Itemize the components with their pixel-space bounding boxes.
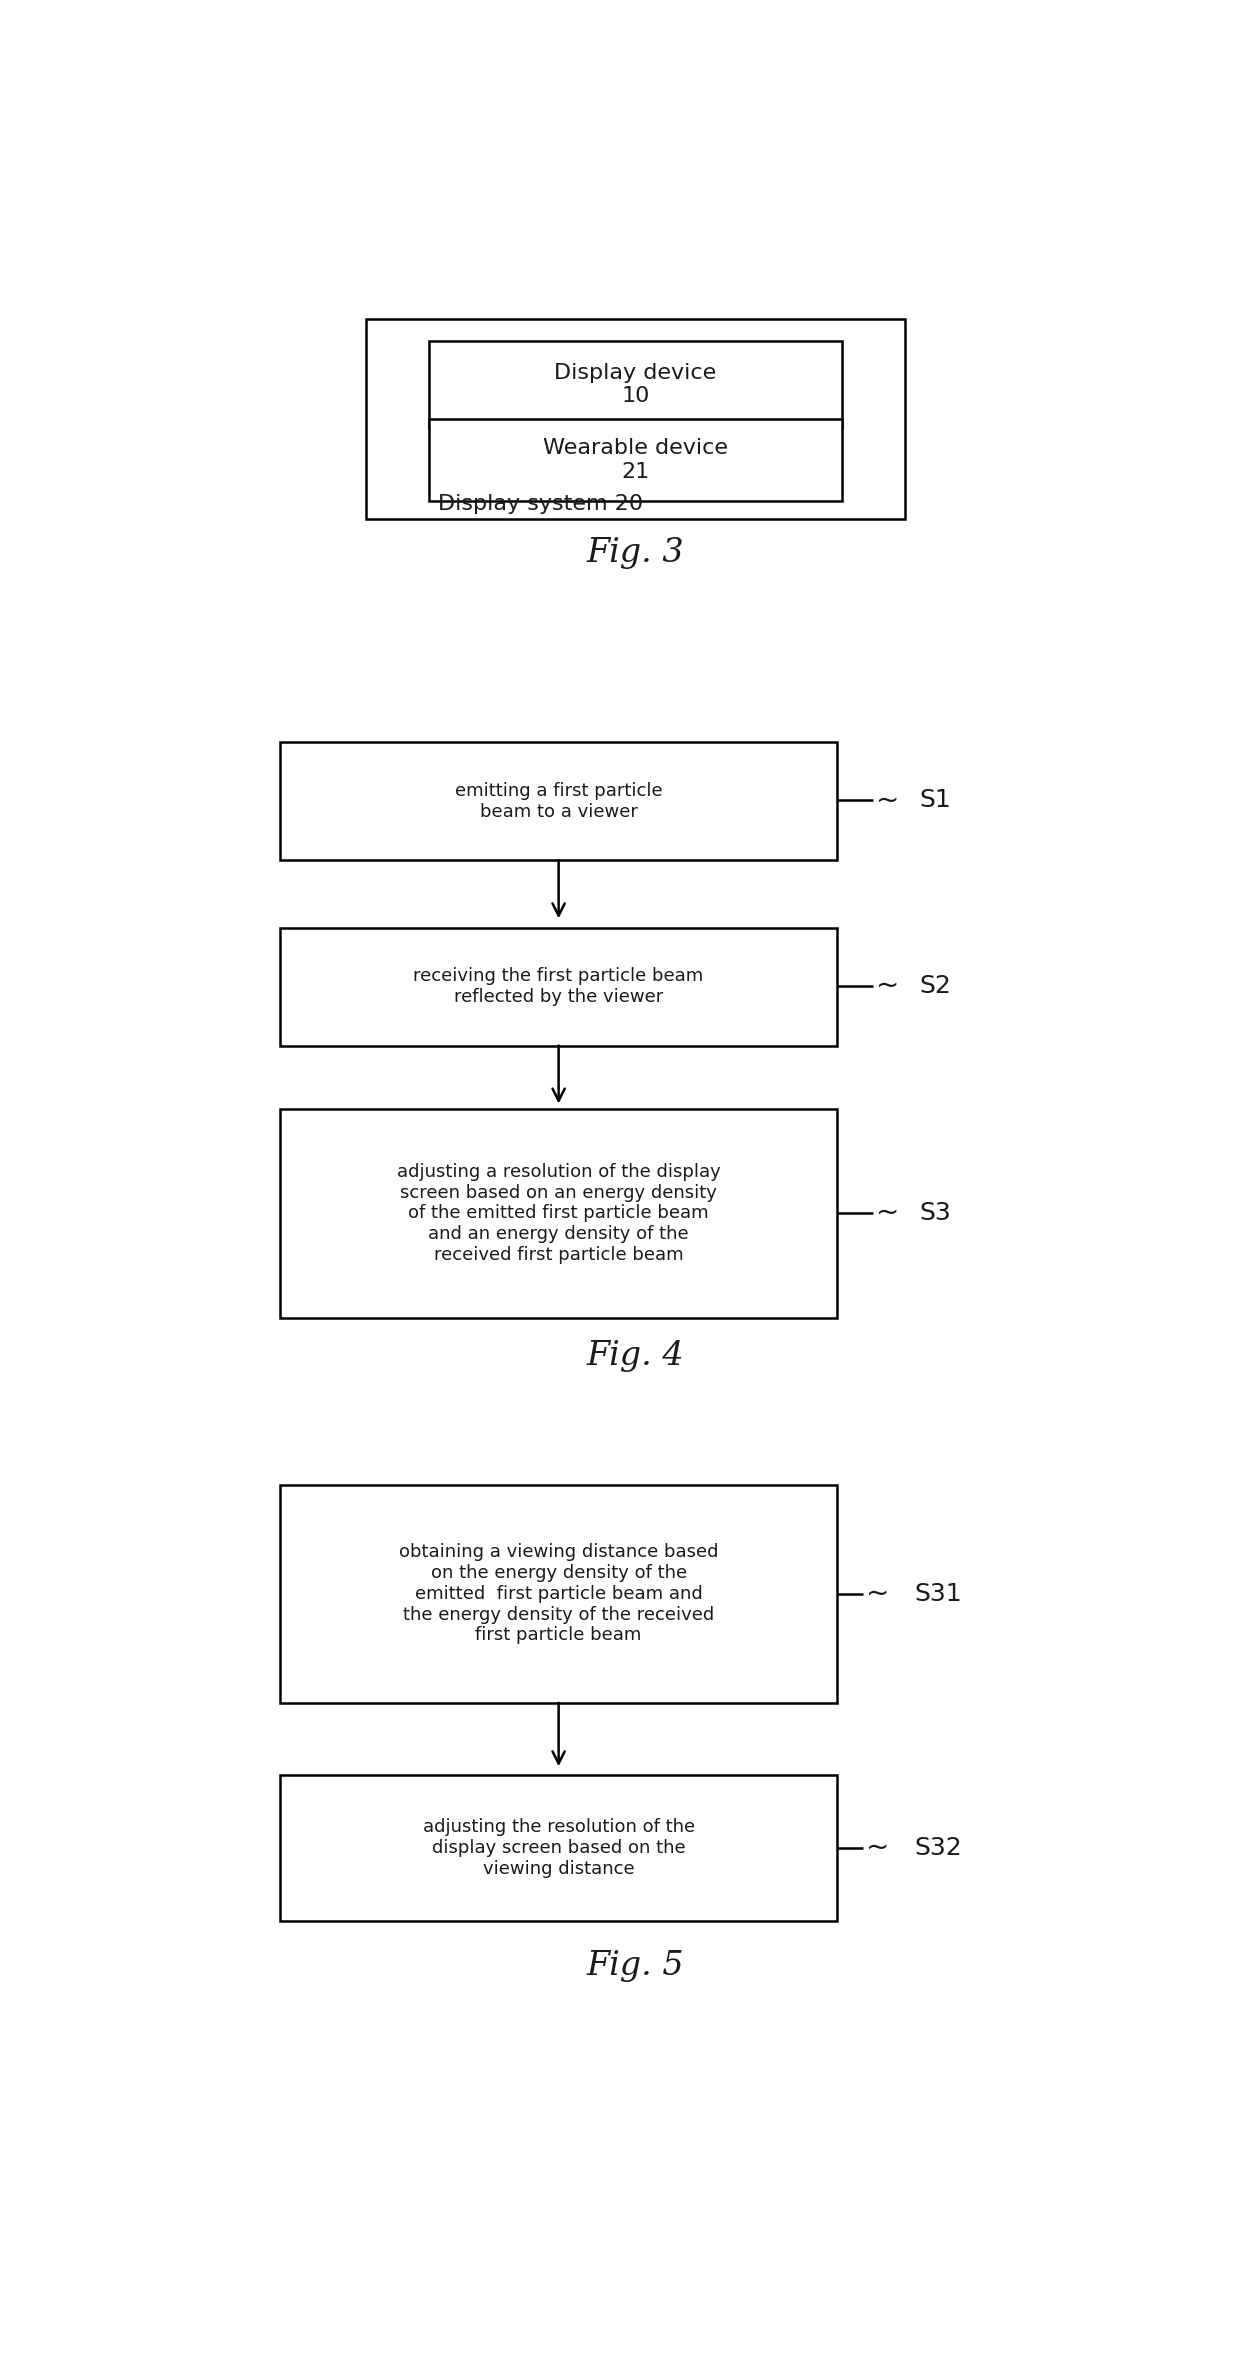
Text: S31: S31: [914, 1582, 962, 1606]
Text: Fig. 4: Fig. 4: [587, 1339, 684, 1372]
Text: Display device
10: Display device 10: [554, 363, 717, 406]
Text: Fig. 3: Fig. 3: [587, 538, 684, 568]
Text: ~: ~: [875, 971, 899, 1000]
Text: ~: ~: [866, 1835, 889, 1863]
Text: emitting a first particle
beam to a viewer: emitting a first particle beam to a view…: [455, 783, 662, 821]
Bar: [280, 1776, 837, 1922]
Text: receiving the first particle beam
reflected by the viewer: receiving the first particle beam reflec…: [413, 967, 704, 1007]
Text: Fig. 5: Fig. 5: [587, 1950, 684, 1981]
Bar: [429, 420, 842, 500]
Text: adjusting the resolution of the
display screen based on the
viewing distance: adjusting the resolution of the display …: [423, 1818, 694, 1877]
Text: ~: ~: [866, 1580, 889, 1608]
Text: adjusting a resolution of the display
screen based on an energy density
of the e: adjusting a resolution of the display sc…: [397, 1162, 720, 1264]
Bar: [280, 743, 837, 861]
Text: ~: ~: [875, 788, 899, 814]
Text: Display system 20: Display system 20: [439, 493, 644, 514]
Text: S1: S1: [919, 788, 951, 814]
Text: S32: S32: [914, 1837, 962, 1860]
Bar: [280, 927, 837, 1045]
Bar: [280, 1486, 837, 1702]
Text: ~: ~: [875, 1198, 899, 1226]
Bar: [367, 318, 905, 519]
Text: S2: S2: [919, 974, 951, 997]
Text: S3: S3: [919, 1200, 951, 1224]
Bar: [280, 1108, 837, 1318]
Text: Wearable device
21: Wearable device 21: [543, 439, 728, 481]
Bar: [429, 342, 842, 429]
Text: obtaining a viewing distance based
on the energy density of the
emitted  first p: obtaining a viewing distance based on th…: [399, 1542, 718, 1644]
